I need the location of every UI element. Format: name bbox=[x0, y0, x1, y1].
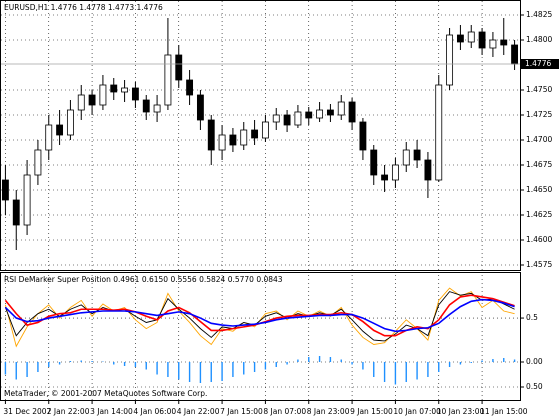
candle-body bbox=[413, 149, 421, 161]
candle-body bbox=[88, 94, 96, 106]
candle-body bbox=[175, 54, 183, 81]
candle-body bbox=[240, 129, 248, 146]
candle-body bbox=[110, 84, 118, 93]
candle-body bbox=[77, 94, 85, 111]
candle-body bbox=[12, 199, 20, 226]
candle-body bbox=[1, 179, 9, 201]
x-tick-label: 4 Jan 22:00 bbox=[177, 407, 220, 416]
candle-body bbox=[467, 31, 475, 43]
candle-body bbox=[337, 101, 345, 116]
candle-body bbox=[153, 104, 161, 113]
y-tick-label: 1.4650 bbox=[526, 185, 552, 194]
candle-body bbox=[23, 174, 31, 226]
candle-body bbox=[446, 34, 454, 86]
candle-body bbox=[370, 149, 378, 176]
sub-frame bbox=[0, 272, 521, 401]
y-tick-label: 1.4750 bbox=[526, 85, 552, 94]
y-tick-label: 1.4800 bbox=[526, 35, 552, 44]
candle-body bbox=[511, 44, 519, 65]
candle-body bbox=[359, 121, 367, 151]
y-tick-label: 1.4700 bbox=[526, 135, 552, 144]
candle-body bbox=[381, 174, 389, 181]
candle-body bbox=[218, 134, 226, 151]
candle-body bbox=[294, 111, 302, 126]
x-tick-label: 3 Jan 14:00 bbox=[90, 407, 133, 416]
y-tick-label: 0.50 bbox=[526, 382, 543, 391]
candle-body bbox=[164, 54, 172, 106]
current-price-label: 1.4776 bbox=[525, 59, 551, 68]
candle-body bbox=[261, 121, 269, 139]
candle-body bbox=[251, 129, 259, 139]
candle-body bbox=[56, 124, 64, 136]
main-frame bbox=[0, 0, 521, 271]
x-tick-label: 8 Jan 07:00 bbox=[263, 407, 306, 416]
x-tick-label: 9 Jan 15:00 bbox=[350, 407, 393, 416]
candle-body bbox=[186, 79, 194, 96]
x-tick-label: 7 Jan 15:00 bbox=[220, 407, 263, 416]
candle-body bbox=[456, 34, 464, 43]
candle-body bbox=[489, 39, 497, 49]
y-tick-label: 1.4825 bbox=[526, 10, 552, 19]
candle-body bbox=[229, 134, 237, 146]
candle-body bbox=[402, 149, 410, 166]
candle-body bbox=[45, 124, 53, 151]
candle-body bbox=[348, 101, 356, 123]
candle-body bbox=[500, 39, 508, 46]
y-tick-label: 0.00 bbox=[526, 357, 543, 366]
candle-body bbox=[207, 119, 215, 151]
candle-body bbox=[131, 87, 139, 101]
copyright: MetaTrader, © 2001-2007 MetaQuotes Softw… bbox=[4, 389, 207, 398]
candle-body bbox=[34, 149, 42, 176]
x-tick-label: 4 Jan 06:00 bbox=[133, 407, 176, 416]
x-tick-label: 10 Jan 07:00 bbox=[393, 407, 441, 416]
candle-body bbox=[305, 111, 313, 119]
candle-body bbox=[326, 109, 334, 116]
y-tick-label: 1.4575 bbox=[526, 260, 552, 269]
indicator-title: RSI DeMarker Super Position 0.4961 0.615… bbox=[4, 275, 283, 284]
y-tick-label: 1.4600 bbox=[526, 235, 552, 244]
y-tick-label: 1.4725 bbox=[526, 110, 552, 119]
indicator-line bbox=[4, 298, 515, 333]
x-tick-label: 31 Dec 2007 bbox=[3, 407, 51, 416]
x-tick-label: 2 Jan 22:00 bbox=[47, 407, 90, 416]
y-tick-label: 0.5 bbox=[526, 313, 538, 322]
x-tick-label: 10 Jan 23:00 bbox=[437, 407, 485, 416]
candle-body bbox=[142, 99, 150, 113]
candle-body bbox=[391, 164, 399, 181]
candle-body bbox=[196, 94, 204, 121]
candle-body bbox=[478, 31, 486, 49]
candle-body bbox=[272, 114, 280, 123]
candle-body bbox=[121, 87, 129, 93]
candle-body bbox=[99, 84, 107, 106]
candle-body bbox=[424, 159, 432, 181]
x-tick-label: 11 Jan 15:00 bbox=[480, 407, 528, 416]
x-tick-label: 8 Jan 23:00 bbox=[307, 407, 350, 416]
candle-body bbox=[435, 84, 443, 181]
y-tick-label: 1.4675 bbox=[526, 160, 552, 169]
y-tick-label: 1.4625 bbox=[526, 210, 552, 219]
candle-body bbox=[66, 109, 74, 136]
chart-title: EURUSD,H1 1.4776 1.4778 1.4773 1.4776 bbox=[4, 3, 163, 12]
candle-body bbox=[316, 109, 324, 119]
candle-body bbox=[283, 114, 291, 126]
current-price-box bbox=[521, 59, 559, 69]
